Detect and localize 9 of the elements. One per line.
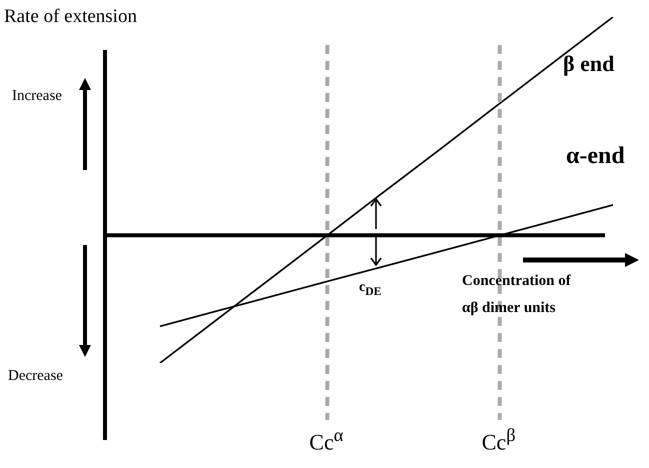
series-label: β end bbox=[563, 51, 614, 77]
text: Cc$^{α}$ bbox=[309, 425, 344, 456]
text: Increase bbox=[12, 88, 62, 105]
series-label: α-end bbox=[566, 142, 625, 170]
text: Cc$^{β}$ bbox=[482, 425, 516, 456]
y-axis-title: Rate of extension bbox=[4, 6, 137, 28]
annotation: c$_{DE}$ bbox=[359, 280, 382, 298]
x-axis-title: Concentration of αβ dimer units bbox=[462, 272, 572, 318]
text: Decrease bbox=[8, 368, 63, 385]
